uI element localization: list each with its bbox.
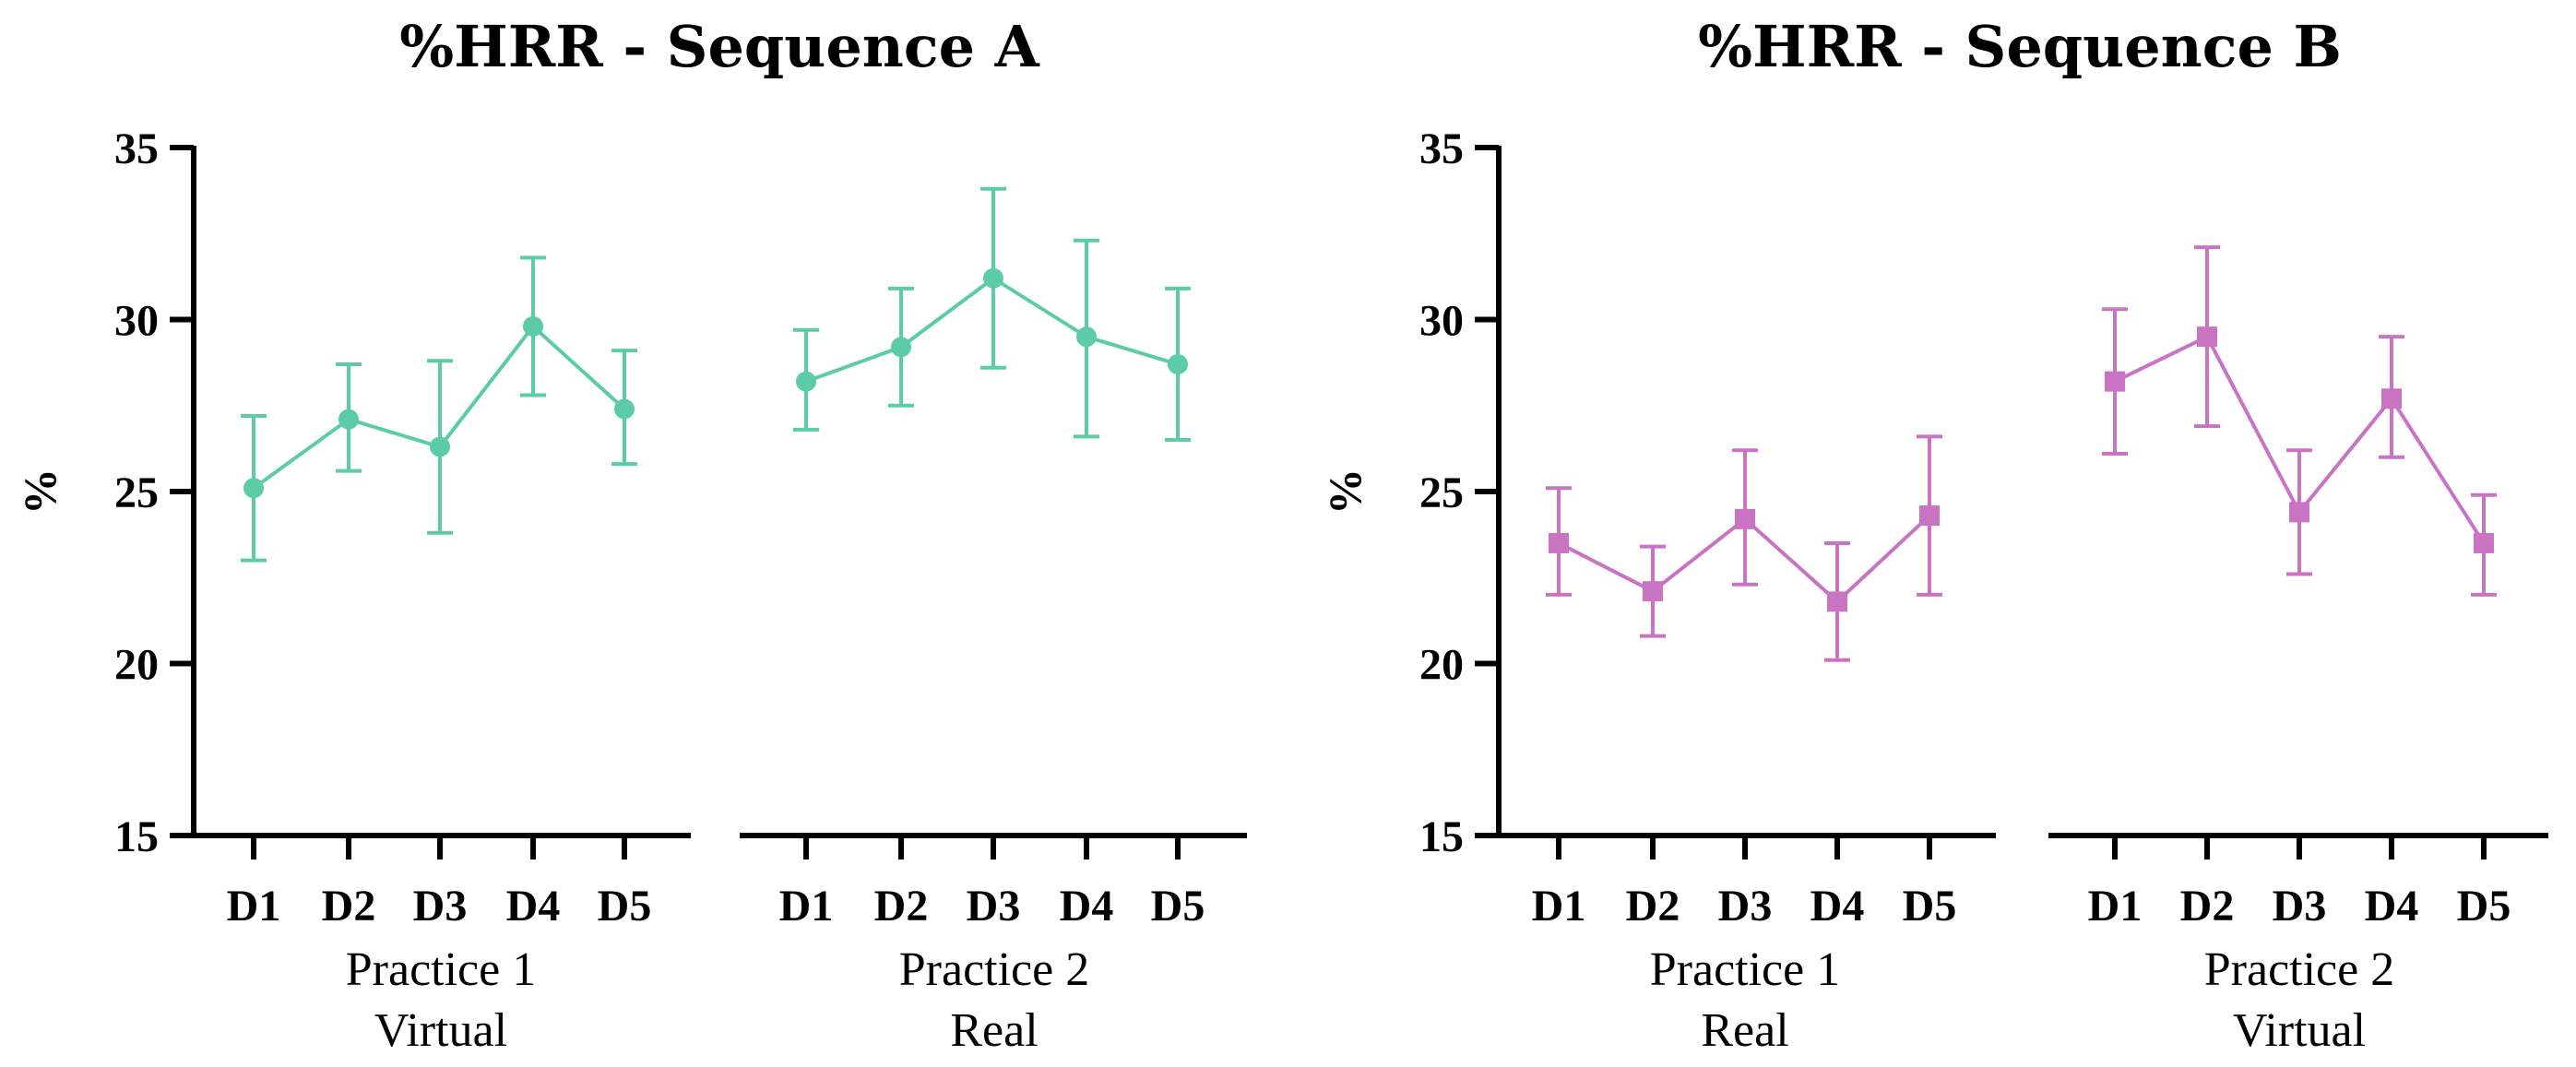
x-tick-label: D4 [506,882,561,931]
chart-title: %HRR - Sequence A [399,13,1039,80]
x-tick-label: D5 [2457,882,2511,931]
x-tick-label: D1 [1532,882,1586,931]
x-tick-label: D1 [779,882,834,931]
y-tick-label: 25 [1419,468,1464,517]
data-point [1919,505,1940,527]
data-point [2105,371,2125,392]
x-tick-label: D4 [2365,882,2419,931]
y-tick-label: 30 [114,297,159,346]
x-tick-label: D5 [1151,882,1205,931]
y-tick-label: 25 [114,468,159,517]
series-group-1 [1546,434,1942,662]
chart-title: %HRR - Sequence B [1698,13,2342,80]
data-point [983,267,1003,289]
group-label: Real [1701,1004,1788,1057]
series-group-2 [793,186,1191,443]
group-label: Practice 1 [1650,943,1840,996]
y-axis-label: % [1319,468,1371,515]
chart-sequence-b: %HRR - Sequence B% 15 20 25 30 35 D1 D2 D3 D4 D5 Pr… [1319,13,2548,1057]
y-tick-label: 15 [114,812,159,861]
x-tick-label: D2 [874,882,929,931]
x-tick-label: D2 [1626,882,1680,931]
x-tick-label: D5 [598,882,652,931]
group-label: Practice 2 [899,943,1089,996]
y-tick-label: 20 [1419,641,1464,690]
data-point [614,398,635,420]
series-group-2 [2102,245,2497,597]
x-tick-label: D4 [1060,882,1114,931]
group-label: Virtual [374,1004,507,1057]
data-point [1735,508,1755,529]
x-tick-label: D1 [227,882,281,931]
data-point [2474,532,2494,553]
y-tick-label: 20 [114,641,159,690]
x-tick-label: D3 [2273,882,2327,931]
y-tick-label: 15 [1419,812,1464,861]
y-tick-label: 35 [114,124,159,173]
data-point [1168,353,1188,374]
data-point [338,409,359,430]
x-tick-label: D2 [2180,882,2235,931]
data-point [2381,388,2402,409]
x-tick-label: D2 [322,882,376,931]
data-point [1827,591,1847,612]
series-group-1 [241,255,637,563]
group-label: Practice 1 [346,943,536,996]
x-tick-label: D4 [1810,882,1865,931]
data-point [430,436,450,457]
x-tick-label: D3 [1718,882,1773,931]
group-label: Practice 2 [2204,943,2394,996]
data-point [796,371,816,392]
data-point [1076,326,1097,348]
x-tick-label: D1 [2088,882,2143,931]
group-label: Virtual [2233,1004,2366,1057]
data-point [891,337,911,358]
data-point [1643,581,1663,602]
data-point [2289,502,2309,523]
y-axis-label: % [14,468,65,515]
data-point [243,478,264,499]
data-point [523,315,543,337]
x-tick-label: D5 [1903,882,1957,931]
group-label: Real [950,1004,1038,1057]
chart-sequence-a: %HRR - Sequence A% 15 20 25 30 35 D1 D2 D3 D4 D5 Pr… [14,13,1247,1057]
y-tick-label: 35 [1419,124,1464,173]
data-point [1549,532,1569,553]
x-tick-label: D3 [413,882,468,931]
y-tick-label: 30 [1419,297,1464,346]
data-point [2197,326,2217,348]
x-tick-label: D3 [967,882,1021,931]
